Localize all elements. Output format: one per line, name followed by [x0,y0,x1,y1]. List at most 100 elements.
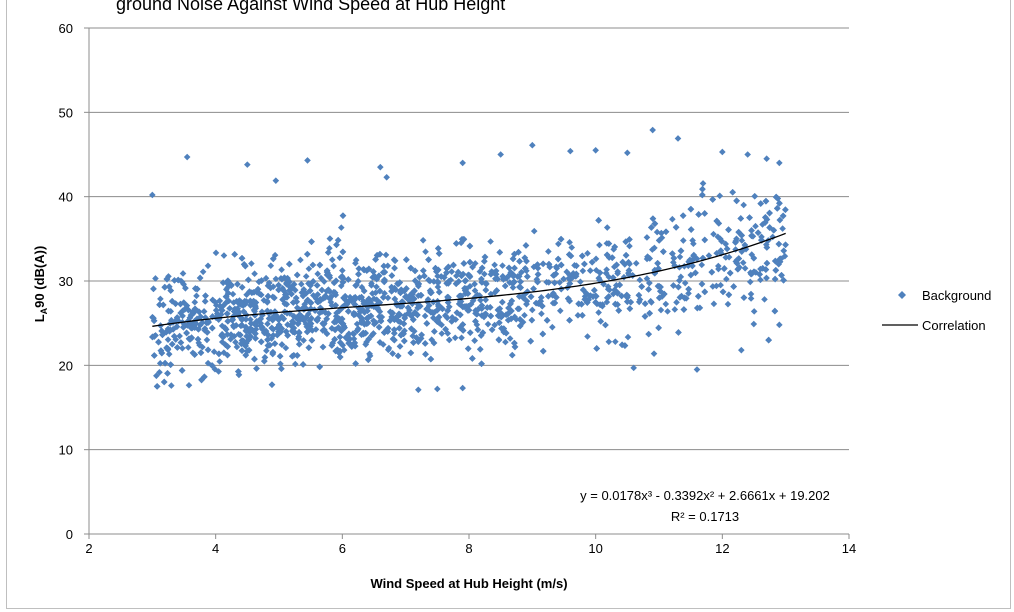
data-point [150,333,158,340]
data-point [744,151,751,158]
data-point [389,309,396,317]
data-point [352,360,359,367]
data-point [294,320,302,328]
y-axis-title: LA90 (dB(A)) [32,246,49,323]
data-point [737,215,745,222]
data-point [505,304,512,312]
data-point [233,297,240,305]
data-point [603,298,611,306]
data-point [408,325,415,333]
data-point [655,237,663,244]
data-point [685,285,692,293]
data-point [759,265,767,272]
data-point [376,250,384,258]
data-point [204,262,212,270]
data-point [597,318,605,325]
data-point [355,270,362,278]
data-point [523,297,531,305]
data-point [422,350,429,358]
data-point [197,321,204,329]
data-point [264,331,272,339]
data-point [304,296,312,304]
data-point [195,308,203,316]
data-point [418,331,425,339]
data-point [339,267,346,274]
data-point [516,316,524,323]
data-point [481,258,488,265]
data-point [453,240,460,247]
data-point [233,343,241,351]
data-point [275,315,283,323]
data-point [336,333,344,341]
data-point [461,303,468,311]
data-point [757,276,764,284]
data-point [726,269,734,277]
data-point [323,315,330,323]
data-point [738,346,745,354]
data-point [414,338,422,346]
data-point [236,331,244,339]
data-point [510,278,518,286]
data-point [327,298,335,306]
data-point [545,260,553,268]
data-point [165,273,172,280]
data-point [717,281,724,289]
data-point [741,264,749,272]
data-point [216,303,224,310]
data-point [530,285,537,293]
data-point [158,349,166,357]
data-point [556,279,563,286]
data-point [183,153,191,161]
data-point [345,298,352,306]
data-point [685,258,693,266]
data-point [197,313,204,321]
data-point [772,266,780,274]
data-point [645,330,652,338]
data-point [627,298,635,306]
data-point [348,343,356,350]
data-point [527,293,535,300]
data-point [438,330,446,337]
data-point [267,262,275,270]
data-point [218,322,226,330]
data-point [264,342,272,349]
data-point [188,324,195,332]
data-point [270,294,278,302]
data-point [227,335,234,343]
data-point [775,240,783,248]
data-point [351,342,359,350]
data-point [224,351,231,359]
data-point [251,355,258,363]
data-point [473,310,481,318]
data-point [258,308,266,316]
data-point [615,307,623,314]
data-point [288,321,295,328]
data-point [377,163,384,171]
data-point [763,244,771,251]
data-point [359,306,367,314]
data-point [701,288,709,296]
data-point [252,299,260,306]
data-point [250,288,258,296]
data-point [238,299,245,307]
data-point [331,326,339,334]
data-point [167,287,175,294]
data-point [724,300,732,308]
data-point [705,252,713,259]
data-point [538,310,545,318]
data-point [557,235,565,243]
data-point [269,255,277,263]
x-tick-label: 6 [339,541,346,556]
data-point [295,329,303,336]
data-point [193,292,200,300]
data-point [687,226,695,233]
data-point [393,301,401,309]
legend-label-background: Background [922,288,991,303]
data-point [579,312,586,319]
data-point [261,354,269,361]
data-point [219,279,227,287]
data-point [208,324,216,332]
data-point [515,273,523,280]
data-point [364,319,372,327]
data-point [170,332,178,340]
